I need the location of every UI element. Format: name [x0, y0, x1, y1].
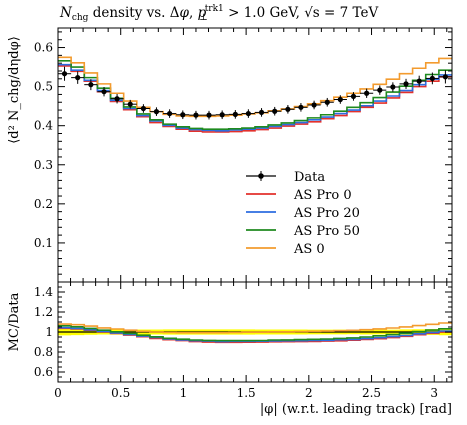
x-tick-label: 1: [180, 386, 188, 400]
y-tick-label: 1: [45, 325, 53, 339]
ratio-series-as-0: [58, 322, 452, 334]
upper-panel: 0.1 0.2 0.3 0.4 0.5 0.6: [34, 27, 453, 283]
x-tick-label: 2: [305, 386, 313, 400]
x-tick-label: 2.5: [362, 386, 381, 400]
data-point: [377, 87, 383, 93]
legend-label: AS 0: [293, 242, 325, 257]
y-tick-label: 0.8: [34, 345, 53, 359]
x-tick-label: 3: [430, 386, 438, 400]
data-point: [403, 81, 409, 87]
y-tick-label: 0.5: [34, 80, 53, 94]
upper-panel-frame: [57, 27, 453, 283]
data-point: [232, 111, 238, 117]
y-tick-label: 1.4: [34, 285, 53, 299]
data-point: [75, 75, 81, 81]
data-point: [429, 75, 435, 82]
data-point: [88, 82, 94, 88]
y-tick-label: 0.3: [34, 158, 53, 172]
data-point: [298, 104, 304, 110]
y-tick-label: 0.6: [34, 41, 53, 55]
legend-label: Data: [294, 170, 325, 185]
y-tick-label: 0.4: [34, 119, 53, 133]
data-point: [61, 71, 68, 77]
data-point: [127, 101, 133, 107]
data-point: [180, 112, 186, 118]
data-point: [350, 93, 357, 99]
data-point: [311, 102, 317, 108]
y-tick-label: 1.2: [34, 305, 53, 319]
data-point: [193, 112, 199, 118]
data-point: [153, 109, 160, 115]
upper-y-axis-label: ⟨d² N_chg/dηdφ⟩: [7, 36, 22, 144]
data-point: [245, 110, 251, 117]
legend-label: AS Pro 50: [293, 224, 360, 239]
data-point: [285, 106, 291, 112]
y-tick-label: 0.2: [34, 197, 53, 211]
data-point: [324, 99, 330, 105]
x-tick-label: 0.5: [111, 386, 130, 400]
data-point: [140, 105, 147, 112]
ratio-y-axis-label: MC/Data: [7, 292, 22, 351]
data-point: [364, 90, 370, 96]
legend-label: AS Pro 0: [293, 188, 352, 203]
data-point: [167, 110, 173, 117]
data-point: [101, 89, 107, 95]
data-point: [416, 78, 422, 84]
y-tick-label: 0.1: [34, 236, 53, 250]
legend: Data AS Pro 0 AS Pro 20 AS Pro 50 AS 0: [246, 170, 360, 257]
chart-title: Nchg density vs. Δφ, p⊥trk1 > 1.0 GeV, √…: [59, 4, 378, 23]
data-point: [258, 109, 265, 116]
data-point: [442, 74, 449, 80]
data-point: [219, 112, 225, 118]
data-point: [206, 112, 212, 118]
x-axis-label: |φ| (w.r.t. leading track) [rad]: [260, 402, 452, 417]
data-point: [272, 108, 278, 114]
y-tick-label: 0.6: [34, 365, 53, 379]
ratio-series-as-pro-50: [58, 325, 452, 342]
data-point: [114, 96, 120, 102]
ratio-panel: 0 0.5 1 1.5 2 2.5 3 0.6 0.8 1 1.2 1.4: [34, 281, 453, 400]
x-tick-label: 0: [54, 386, 62, 400]
x-tick-label: 1.5: [237, 386, 256, 400]
data-point: [390, 84, 396, 90]
legend-label: AS Pro 20: [293, 206, 360, 221]
data-point: [337, 96, 343, 103]
